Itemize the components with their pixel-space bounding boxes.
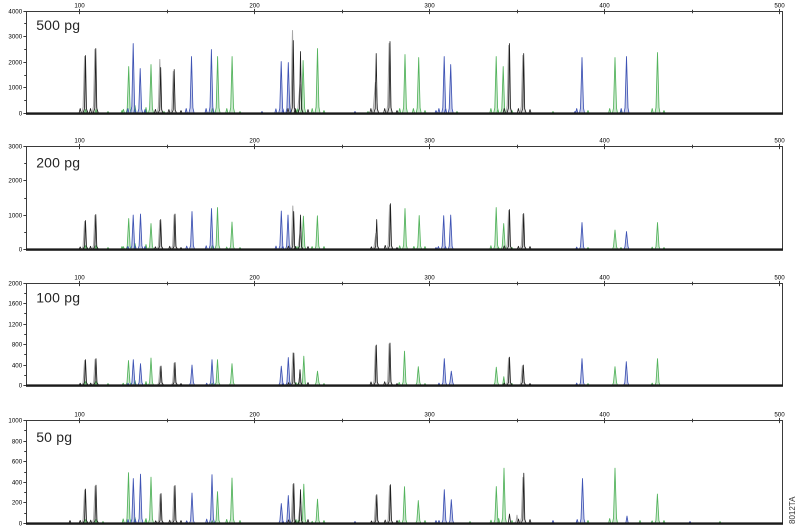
svg-text:300: 300: [424, 138, 435, 145]
svg-text:500: 500: [774, 3, 785, 10]
svg-text:500: 500: [774, 138, 785, 145]
svg-text:1000: 1000: [8, 85, 22, 92]
svg-text:0: 0: [19, 111, 23, 118]
svg-text:300: 300: [424, 412, 435, 419]
svg-text:800: 800: [12, 342, 23, 349]
svg-text:400: 400: [599, 412, 610, 419]
svg-text:400: 400: [599, 138, 610, 145]
svg-text:3000: 3000: [8, 34, 22, 41]
svg-text:500: 500: [774, 412, 785, 419]
svg-text:100: 100: [74, 138, 85, 145]
svg-text:600: 600: [12, 459, 23, 466]
svg-text:200 pg: 200 pg: [36, 155, 80, 171]
svg-text:200: 200: [249, 3, 260, 10]
svg-text:8012TA: 8012TA: [788, 496, 797, 524]
svg-text:0: 0: [19, 383, 23, 390]
svg-text:400: 400: [12, 363, 23, 370]
svg-text:2000: 2000: [8, 281, 22, 288]
svg-text:200: 200: [249, 138, 260, 145]
svg-text:200: 200: [249, 275, 260, 282]
svg-text:400: 400: [599, 3, 610, 10]
svg-text:400: 400: [599, 275, 610, 282]
svg-text:100: 100: [74, 3, 85, 10]
svg-text:0: 0: [19, 247, 23, 254]
svg-text:200: 200: [12, 500, 23, 507]
svg-text:4000: 4000: [8, 9, 22, 16]
svg-text:50 pg: 50 pg: [36, 429, 72, 445]
svg-text:3000: 3000: [8, 144, 22, 151]
svg-text:400: 400: [12, 480, 23, 487]
svg-text:300: 300: [424, 275, 435, 282]
svg-text:2000: 2000: [8, 60, 22, 67]
svg-text:2000: 2000: [8, 178, 22, 185]
svg-text:0: 0: [19, 521, 23, 528]
svg-text:100 pg: 100 pg: [36, 290, 80, 306]
svg-text:500 pg: 500 pg: [36, 17, 80, 33]
svg-text:300: 300: [424, 3, 435, 10]
svg-text:100: 100: [74, 275, 85, 282]
svg-text:500: 500: [774, 275, 785, 282]
svg-text:100: 100: [74, 412, 85, 419]
svg-text:1000: 1000: [8, 213, 22, 220]
svg-text:1600: 1600: [8, 301, 22, 308]
svg-text:1200: 1200: [8, 322, 22, 329]
svg-text:200: 200: [249, 412, 260, 419]
svg-text:800: 800: [12, 439, 23, 446]
svg-text:1000: 1000: [8, 418, 22, 425]
